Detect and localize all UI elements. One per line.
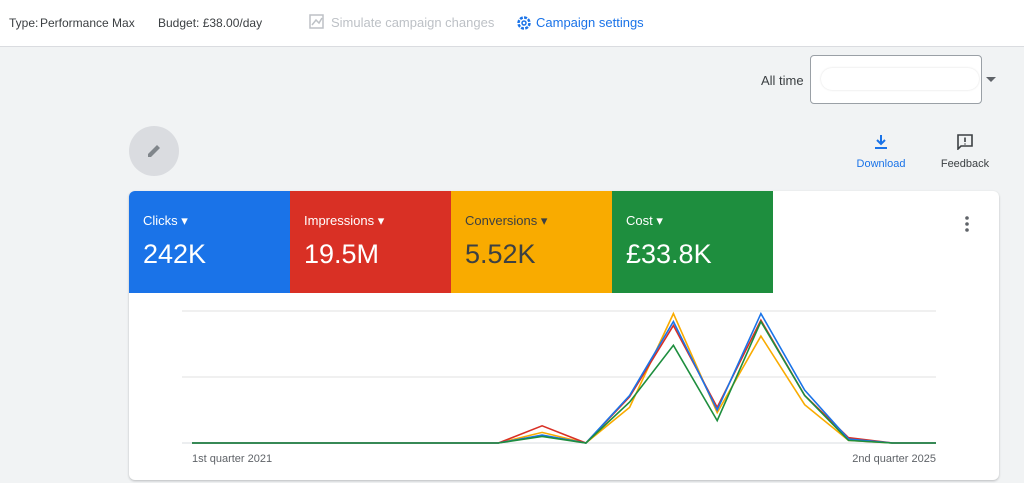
metric-tile[interactable]: Cost ▾ £33.8K bbox=[612, 191, 773, 293]
series-line bbox=[192, 319, 936, 444]
series-line bbox=[192, 318, 936, 444]
metric-tile[interactable]: Clicks ▾ 242K bbox=[129, 191, 290, 293]
edit-icon bbox=[148, 145, 160, 157]
metric-label: Clicks ▾ bbox=[143, 213, 188, 228]
metric-value: 19.5M bbox=[304, 239, 380, 269]
type-label: Type: bbox=[9, 16, 39, 30]
metric-name: Conversions bbox=[465, 213, 538, 228]
metric-value: £33.8K bbox=[626, 239, 712, 269]
metric-label: Conversions ▾ bbox=[465, 213, 548, 228]
date-label: All time bbox=[761, 73, 804, 88]
download-icon bbox=[875, 135, 887, 149]
date-select[interactable] bbox=[810, 55, 996, 104]
download-button[interactable]: Download bbox=[850, 134, 912, 170]
feedback-label: Feedback bbox=[940, 158, 990, 170]
date-field bbox=[821, 68, 979, 90]
series-line bbox=[192, 311, 936, 444]
simulate-link[interactable]: Simulate campaign changes bbox=[331, 15, 495, 30]
metric-value: 5.52K bbox=[465, 239, 536, 269]
type-value: Performance Max bbox=[40, 16, 135, 30]
budget[interactable]: Budget: £38.00/day bbox=[158, 16, 263, 30]
settings-link[interactable]: Campaign settings bbox=[536, 15, 644, 30]
settings-icon bbox=[517, 16, 531, 30]
edit-button[interactable] bbox=[129, 126, 179, 176]
download-label: Download bbox=[856, 158, 906, 170]
more-menu[interactable] bbox=[964, 215, 970, 233]
metric-value: 242K bbox=[143, 239, 207, 269]
metric-label: Cost ▾ bbox=[626, 213, 663, 228]
line-chart: 1st quarter 2021 2nd quarter 2025 bbox=[182, 310, 936, 465]
dropdown-arrow bbox=[986, 77, 996, 82]
metric-name: Clicks bbox=[143, 213, 178, 228]
x-tick-label: 1st quarter 2021 bbox=[192, 453, 272, 465]
series-line bbox=[192, 311, 936, 444]
metric-name: Impressions bbox=[304, 213, 375, 228]
simulate-icon bbox=[309, 14, 324, 29]
feedback-icon bbox=[957, 134, 973, 151]
top-bar: Type: Performance Max Budget: £38.00/day… bbox=[0, 0, 1024, 47]
metric-tile[interactable]: Conversions ▾ 5.52K bbox=[451, 191, 612, 293]
chart-card: Clicks ▾ 242K Impressions ▾ 19.5M Conversi… bbox=[129, 191, 999, 480]
x-tick-label: 2nd quarter 2025 bbox=[852, 453, 936, 465]
metric-label: Impressions ▾ bbox=[304, 213, 385, 228]
metric-name: Cost bbox=[626, 213, 653, 228]
metric-tile[interactable]: Impressions ▾ 19.5M bbox=[290, 191, 451, 293]
feedback-button[interactable]: Feedback bbox=[934, 134, 996, 170]
